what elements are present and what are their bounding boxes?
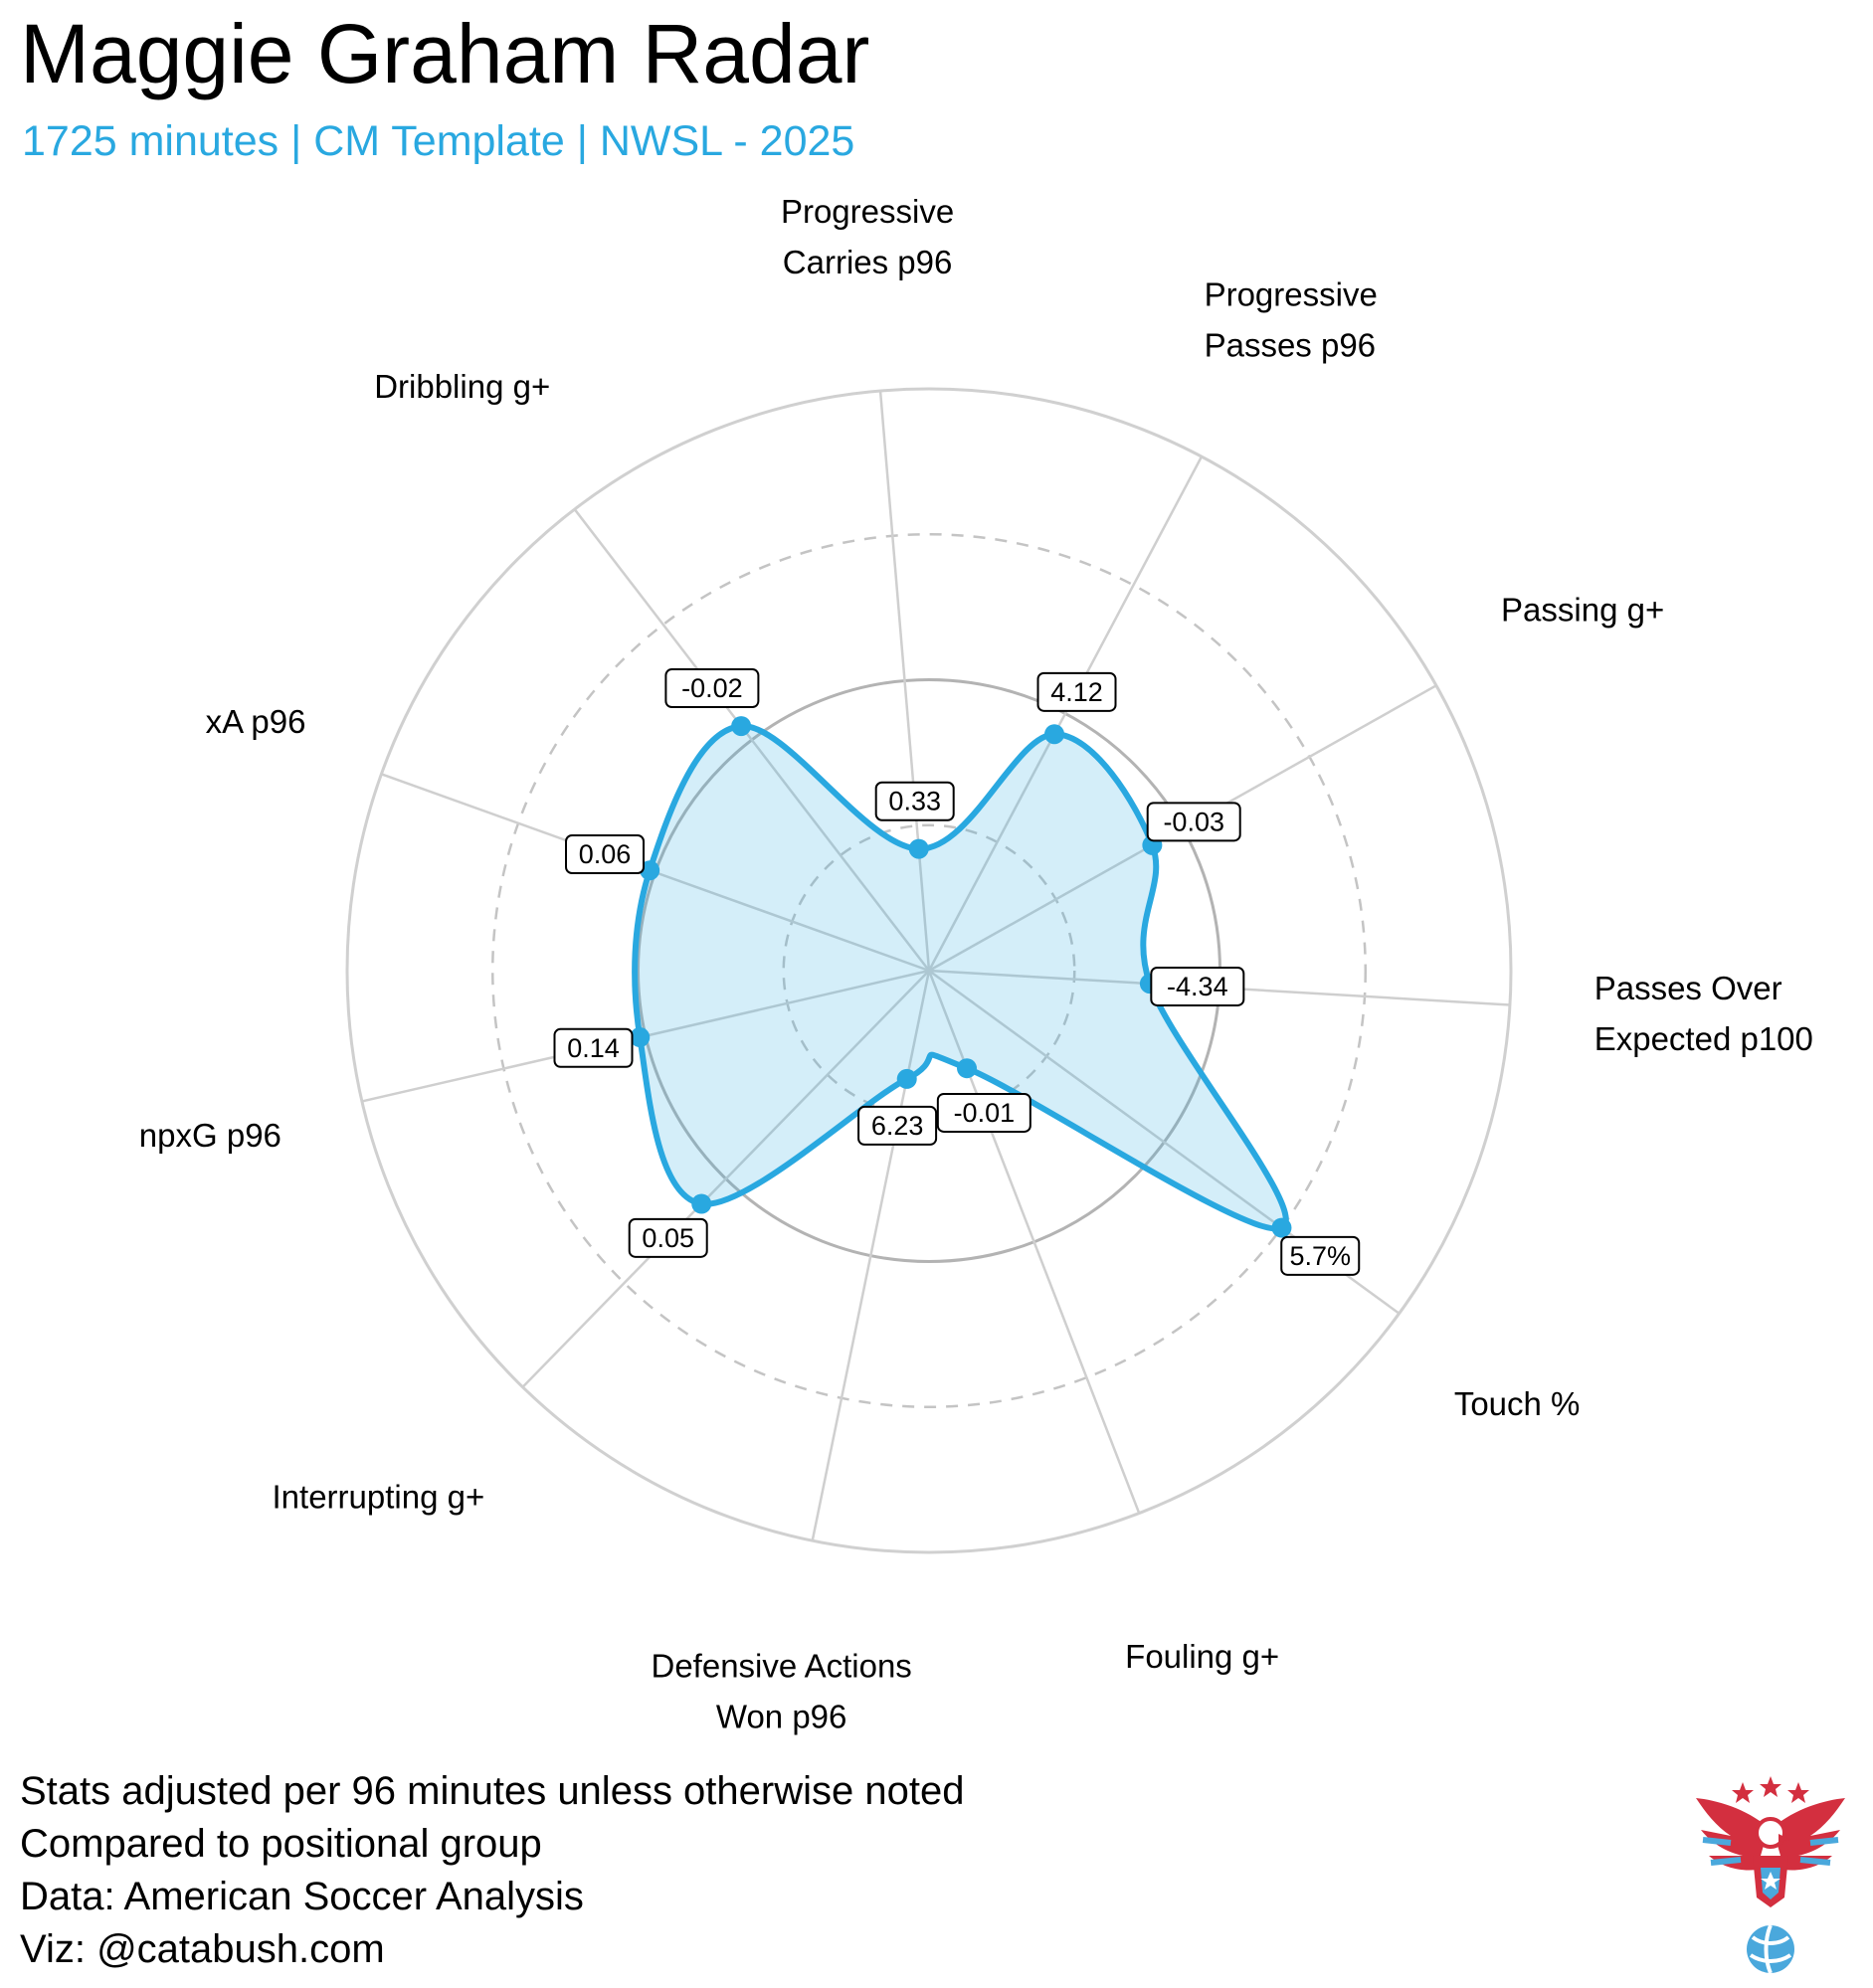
axis-label: Progressive Carries p96 [781,193,954,280]
value-label: -0.01 [954,1098,1016,1128]
value-label: 0.33 [888,787,941,816]
footnote-data-source: Data: American Soccer Analysis [20,1875,584,1918]
grid-spoke [878,390,931,972]
value-label-box [1036,671,1117,712]
value-label-box [664,668,760,709]
value-label-box [936,1092,1031,1133]
grid-spoke [927,455,1204,972]
data-point [957,1058,978,1079]
value-label-box [628,1217,708,1258]
grid-spoke [573,508,930,972]
axis-label: Defensive Actions Won p96 [652,1647,912,1734]
axis-label: Passes Over Expected p100 [1594,970,1813,1057]
footnote-viz-credit: Viz: @catabush.com [20,1927,385,1971]
value-label: -0.03 [1163,807,1224,836]
value-label: -0.02 [681,673,743,703]
axis-label: npxG p96 [139,1117,281,1154]
axis-label: Passing g+ [1501,591,1664,628]
value-label-box [1146,802,1241,842]
axis-label: Interrupting g+ [273,1479,485,1516]
data-point [1044,724,1065,745]
grid-spoke [521,970,930,1388]
axis-label: Progressive Passes p96 [1205,276,1378,364]
footnote-per96: Stats adjusted per 96 minutes unless oth… [20,1769,965,1813]
footnotes: Stats adjusted per 96 minutes unless oth… [20,1765,964,1976]
radar-chart: 0.33 4.12 -0.03 -4.34 5.7% -0.01 6.23 0.05 0.14 0… [139,193,1813,1734]
data-point [908,838,929,859]
eagle-soccer-logo-icon [1691,1768,1850,1982]
value-label-box [874,781,955,821]
value-label: 6.23 [871,1111,924,1141]
value-label-box [857,1105,938,1146]
axis-label: xA p96 [206,703,306,740]
grid-ring-75 [491,533,1367,1408]
data-point [630,1027,651,1048]
data-point [896,1068,917,1089]
axis-label: Touch % [1454,1385,1581,1422]
grid-spoke [811,970,931,1541]
data-point [1271,1217,1292,1238]
value-label: 0.06 [579,839,632,869]
value-label-box [565,833,646,874]
data-point [640,860,660,881]
value-label-box [1280,1235,1361,1276]
value-label-box [553,1027,634,1068]
value-label: 0.14 [567,1033,620,1063]
value-label: 5.7% [1289,1241,1351,1271]
value-label: 4.12 [1050,677,1103,707]
chart-subtitle: 1725 minutes | CM Template | NWSL - 2025 [22,117,855,165]
value-label: 0.05 [642,1223,694,1253]
axis-label: Dribbling g+ [374,368,550,405]
value-label: -4.34 [1167,972,1228,1001]
chart-title: Maggie Graham Radar [20,7,870,100]
grid-ring-100 [345,387,1513,1554]
footnote-comparison: Compared to positional group [20,1822,542,1866]
data-point [691,1193,712,1214]
value-label-box [1150,966,1245,1006]
data-point [731,716,752,737]
axis-label: Fouling g+ [1125,1638,1279,1675]
